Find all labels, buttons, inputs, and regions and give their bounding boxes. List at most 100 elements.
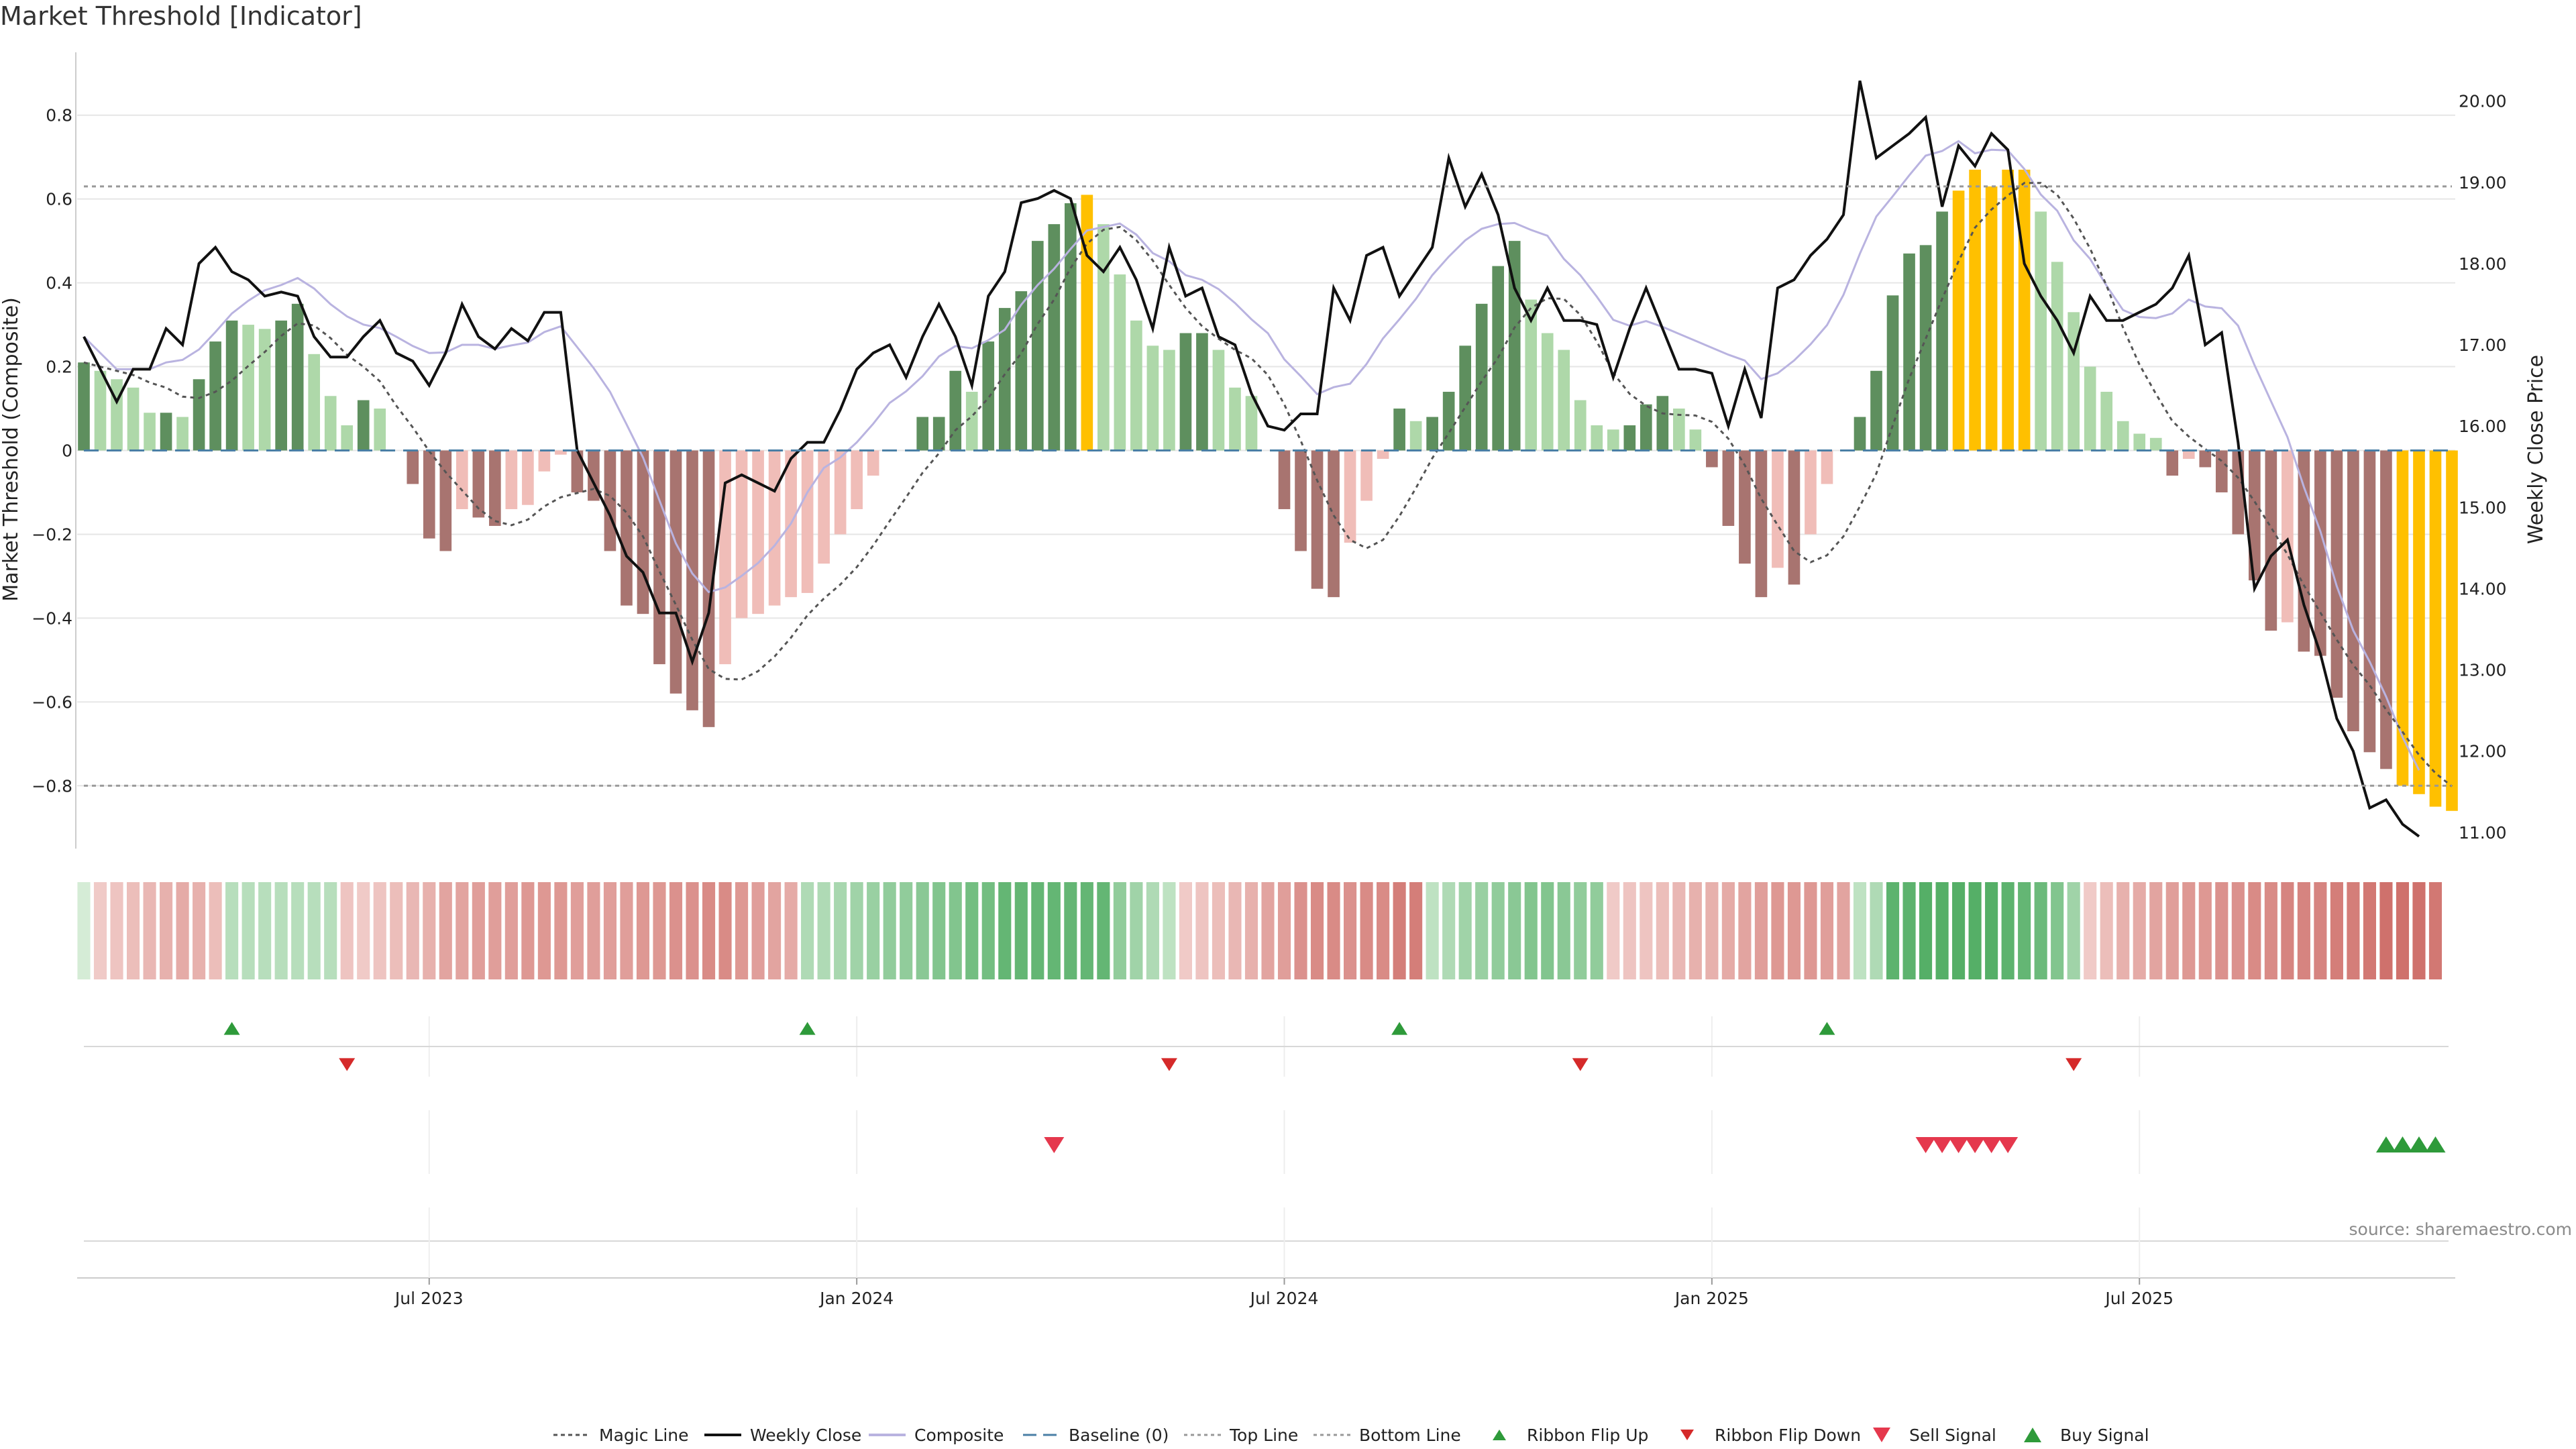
ribbon-cell <box>1228 882 1242 979</box>
legend-label: Ribbon Flip Up <box>1527 1426 1648 1445</box>
composite-bar <box>1706 450 1718 468</box>
composite-bar <box>2035 211 2047 451</box>
ribbon-cell <box>1475 882 1489 979</box>
composite-bar <box>2282 450 2294 623</box>
legend[interactable]: Magic Line Weekly Close Composite Baseline … <box>553 1426 2149 1445</box>
composite-bar <box>111 379 123 451</box>
composite-bar <box>801 450 814 593</box>
composite-bar <box>489 450 501 526</box>
ribbon-cell <box>1771 882 1784 979</box>
y-tick-left: 0 <box>62 441 72 461</box>
composite-bar <box>1772 450 1784 568</box>
legend-item[interactable]: Magic Line <box>553 1426 689 1445</box>
buy-signal-marker <box>2408 1136 2429 1152</box>
composite-bar <box>1739 450 1751 564</box>
composite-bar <box>160 413 172 451</box>
composite-bar <box>1245 396 1258 451</box>
legend-item[interactable]: Bottom Line <box>1313 1426 1461 1445</box>
composite-bar <box>258 329 271 451</box>
composite-bar <box>2199 450 2212 468</box>
ribbon-cell <box>2165 882 2179 979</box>
ribbon-cell <box>801 882 814 979</box>
ribbon-cell <box>2133 882 2146 979</box>
composite-bar <box>357 400 370 451</box>
composite-bar <box>78 362 90 451</box>
y-tick-right: 12.00 <box>2459 742 2507 761</box>
composite-bar <box>949 370 962 451</box>
legend-item[interactable]: Ribbon Flip Down <box>1680 1426 1861 1445</box>
ribbon-cell <box>77 882 91 979</box>
legend-item[interactable]: Weekly Close <box>704 1426 861 1445</box>
legend-item[interactable]: Buy Signal <box>2024 1426 2149 1445</box>
line-series <box>83 80 2453 838</box>
legend-item[interactable]: Composite <box>869 1426 1004 1445</box>
ribbon-cell <box>2100 882 2113 979</box>
ribbon-cell <box>1886 882 1900 979</box>
legend-item[interactable]: Ribbon Flip Up <box>1493 1426 1648 1445</box>
composite-bar <box>637 450 649 614</box>
ribbon-cell <box>1130 882 1143 979</box>
composite-bar <box>2002 169 2014 451</box>
legend-label: Sell Signal <box>1909 1426 1996 1445</box>
composite-bar <box>1146 345 1159 451</box>
composite-bar <box>2363 450 2376 753</box>
legend-item[interactable]: Sell Signal <box>1873 1426 1996 1445</box>
sell-signal-marker <box>1915 1137 1936 1153</box>
composite-bar <box>1952 191 1965 451</box>
legend-item[interactable]: Top Line <box>1184 1426 1298 1445</box>
legend-swatch <box>1680 1430 1694 1440</box>
composite-bar <box>1065 203 1077 451</box>
composite-bar <box>2232 450 2245 535</box>
ribbon-cell <box>1097 882 1110 979</box>
composite-line <box>83 140 2420 771</box>
legend-item[interactable]: Baseline (0) <box>1023 1426 1169 1445</box>
ribbon-cell <box>1853 882 1867 979</box>
composite-bar <box>867 450 879 476</box>
ribbon-cell <box>1623 882 1636 979</box>
ribbon-cell <box>2297 882 2310 979</box>
ribbon-cell <box>784 882 798 979</box>
ribbon-cell <box>1458 882 1472 979</box>
composite-bar <box>423 450 435 539</box>
composite-bar <box>998 308 1011 451</box>
ribbon-flip-up-marker <box>799 1022 816 1035</box>
composite-bar <box>2116 421 2129 451</box>
y-tick-left: −0.8 <box>32 776 72 796</box>
ribbon-cell <box>1541 882 1554 979</box>
ribbon-cell <box>2347 882 2360 979</box>
ribbon-strip <box>77 882 2443 979</box>
ribbon-cell <box>373 882 386 979</box>
composite-bar <box>2149 437 2162 451</box>
ribbon-cell <box>867 882 880 979</box>
ribbon-cell <box>1344 882 1357 979</box>
ribbon-cell <box>1508 882 1521 979</box>
ribbon-flip-up-marker <box>223 1022 240 1035</box>
ribbon-cell <box>1870 882 1883 979</box>
composite-bar <box>2396 450 2409 786</box>
composite-bar <box>1607 429 1619 451</box>
ribbon-cell <box>1113 882 1126 979</box>
composite-bar <box>965 392 978 451</box>
ribbon-cell <box>390 882 403 979</box>
composite-bar <box>472 450 485 518</box>
magic-line <box>83 182 2453 788</box>
composite-bar <box>1442 392 1455 451</box>
legend-label: Composite <box>914 1426 1004 1445</box>
composite-bar <box>735 450 748 619</box>
composite-bar <box>374 409 386 451</box>
composite-bar <box>2133 433 2146 451</box>
y-tick-left: −0.6 <box>32 692 72 712</box>
ribbon-cell <box>291 882 305 979</box>
composite-bar <box>193 379 205 451</box>
chart-title: Market Threshold [Indicator] <box>0 1 362 31</box>
composite-bar <box>2314 450 2326 656</box>
ribbon-cell <box>636 882 650 979</box>
ribbon-cell <box>2281 882 2294 979</box>
ribbon-cell <box>1656 882 1669 979</box>
ribbon-cell <box>1442 882 1456 979</box>
ribbon-cell <box>850 882 863 979</box>
ribbon-cell <box>1409 882 1423 979</box>
x-tick-label: Jan 2025 <box>1674 1289 1749 1308</box>
y-tick-right: 14.00 <box>2459 579 2507 598</box>
y-tick-right: 15.00 <box>2459 498 2507 517</box>
